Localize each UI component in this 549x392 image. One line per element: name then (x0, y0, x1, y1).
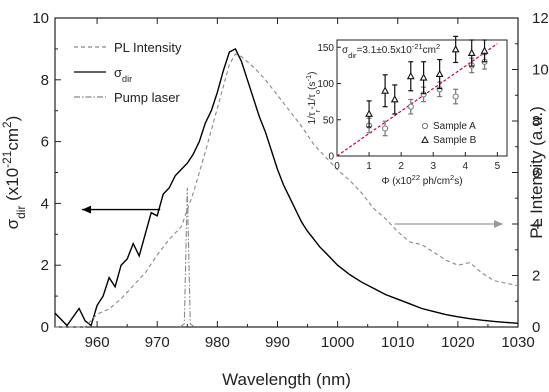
inset-y-tick-label: 50 (323, 115, 335, 126)
inset-point-sample-a (407, 103, 414, 110)
inset-fit-line (336, 43, 498, 157)
y-right-tick-label: 2 (532, 268, 540, 285)
inset-x-axis-title: Φ (x1022 ph/cm2s) (381, 173, 462, 188)
y-left-tick-label: 6 (41, 134, 49, 151)
y-right-tick-label: 8 (532, 113, 540, 130)
inset-x-tick-label: 1 (366, 161, 372, 172)
inset-y-tick-label: 150 (317, 43, 334, 54)
y-right-tick-label: 4 (532, 216, 540, 233)
series-line-pumplaser (179, 187, 195, 328)
y-right-axis-title: PL Intensity (a.u.) (527, 106, 546, 239)
x-tick-label: 1010 (381, 334, 414, 351)
inset-annotation: σdir=3.1±0.5x10-21cm2 (342, 42, 440, 60)
legend-label: σdir (114, 65, 132, 84)
inset-legend-label: Sample B (433, 135, 477, 146)
inset-point-sample-b (419, 73, 428, 81)
y-left-tick-label: 8 (41, 72, 49, 89)
x-tick-label: 960 (85, 334, 110, 351)
arrow-left-head (82, 205, 92, 214)
inset-point-sample-b (406, 71, 415, 80)
inset-point-sample-b (480, 46, 489, 54)
inset-point-sample-b (451, 45, 460, 53)
inset-point-sample-b (390, 95, 399, 103)
x-axis-title: Wavelength (nm) (222, 370, 351, 389)
y-left-tick-label: 2 (41, 257, 49, 274)
inset-frame (336, 39, 508, 157)
series-line-plintensity (55, 53, 519, 328)
x-tick-label: 1000 (321, 334, 354, 351)
y-right-tick-label: 0 (532, 319, 540, 336)
inset-point-sample-a (452, 93, 459, 100)
y-left-tick-label: 4 (41, 195, 49, 212)
series-line-dir (54, 47, 519, 327)
y-left-tick-label: 10 (32, 10, 49, 27)
inset-point-sample-b (435, 69, 444, 78)
inset-legend-marker-a (421, 122, 429, 130)
x-tick-label: 1030 (501, 334, 534, 351)
inset-point-sample-a (382, 125, 389, 132)
inset-y-axis-title: 1/τr-1/τo(s-1) (304, 72, 322, 125)
inset-point-sample-b (365, 109, 373, 117)
x-tick-label: 990 (265, 334, 290, 351)
inset-x-tick-label: 2 (398, 161, 404, 172)
legend-label: PL Intensity (114, 40, 182, 55)
inset-y-tick-label: 0 (328, 152, 334, 163)
inset-point-sample-b (467, 48, 476, 57)
inset-x-tick-label: 3 (430, 161, 436, 172)
y-right-tick-label: 6 (532, 165, 540, 182)
y-left-tick-label: 0 (41, 319, 49, 336)
inset-y-tick-label: 100 (317, 79, 334, 90)
y-right-tick-label: 12 (532, 10, 549, 27)
inset-x-tick-label: 0 (334, 161, 340, 172)
main-plot: 960 970 980 990 1000 1010 1020 1030024681002468… (0, 10, 549, 389)
inset-x-tick-label: 4 (463, 161, 469, 172)
inset-legend-marker-b (421, 135, 429, 143)
x-tick-label: 980 (205, 334, 230, 351)
x-tick-label: 1020 (441, 334, 474, 351)
inset-x-tick-label: 5 (495, 161, 501, 172)
legend-label: Pump laser (114, 90, 180, 105)
arrow-right-head (493, 220, 503, 228)
y-left-axis-title: σdir (x10-21cm2) (0, 116, 28, 230)
x-tick-label: 970 (145, 334, 170, 351)
y-right-tick-label: 10 (532, 62, 549, 79)
inset-legend-label: Sample A (433, 121, 476, 132)
inset-point-sample-b (381, 86, 390, 94)
